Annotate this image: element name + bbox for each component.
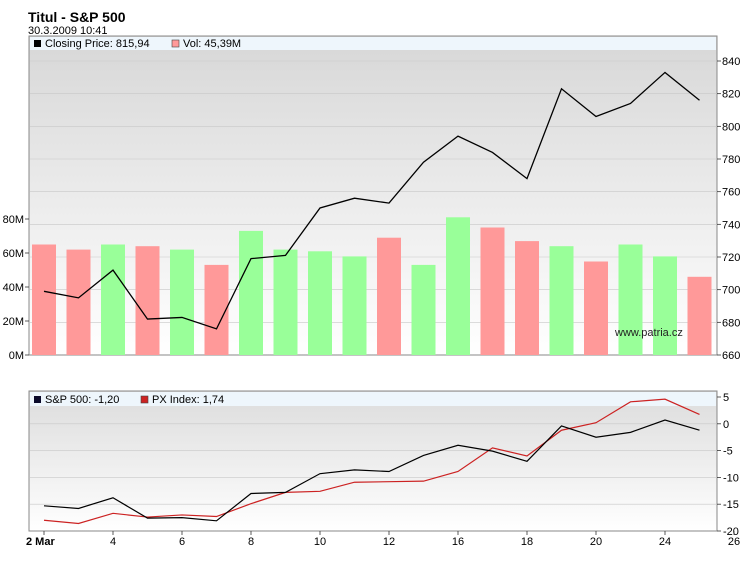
percent-tick-label: 5 bbox=[723, 392, 729, 404]
volume-bar bbox=[32, 244, 56, 355]
index-gridlines bbox=[30, 423, 717, 505]
volume-bars bbox=[32, 217, 712, 355]
price-legend-bar bbox=[30, 37, 716, 50]
price-tick-label: 660 bbox=[722, 350, 740, 362]
date-tick-label: 24 bbox=[659, 536, 671, 548]
vol-legend-swatch bbox=[171, 39, 180, 48]
volume-bar bbox=[204, 264, 229, 355]
date-tick-label: 10 bbox=[314, 536, 326, 548]
sp500-legend-label: S&P 500: -1,20 bbox=[45, 394, 119, 406]
percent-tick-label: -20 bbox=[723, 526, 739, 538]
price-panel bbox=[28, 35, 718, 356]
volume-tick-label: 80M bbox=[3, 214, 24, 226]
price-axis: 660 680 700 720 740 760 780 800 820 840 bbox=[717, 56, 740, 362]
sp500-legend-swatch bbox=[34, 396, 41, 403]
price-tick-label: 720 bbox=[722, 252, 740, 264]
date-tick-label: 26 bbox=[728, 536, 740, 548]
px-index-line bbox=[43, 398, 700, 525]
date-tick-label: 18 bbox=[521, 536, 533, 548]
watermark: www.patria.cz bbox=[614, 327, 683, 339]
volume-bar bbox=[308, 251, 332, 355]
price-tick-label: 680 bbox=[722, 317, 740, 329]
volume-axis: 0M 20M 40M 60M 80M bbox=[3, 214, 29, 362]
volume-bar bbox=[653, 256, 677, 355]
date-tick-label: 16 bbox=[452, 536, 464, 548]
price-tick-label: 820 bbox=[722, 89, 740, 101]
price-tick-label: 780 bbox=[722, 154, 740, 166]
vol-legend-label: Vol: 45,39M bbox=[183, 38, 241, 50]
date-tick-label: 4 bbox=[110, 536, 116, 548]
volume-bar bbox=[549, 246, 574, 355]
volume-tick-label: 40M bbox=[3, 282, 24, 294]
volume-bar bbox=[584, 261, 608, 355]
percent-tick-label: -10 bbox=[723, 472, 739, 484]
volume-bar bbox=[618, 244, 643, 355]
percent-tick-label: -15 bbox=[723, 499, 739, 511]
volume-bar bbox=[66, 249, 91, 355]
date-tick-label: 6 bbox=[179, 536, 185, 548]
date-axis: 2 Mar 4 6 8 10 12 16 18 20 24 26 bbox=[26, 531, 740, 548]
volume-bar bbox=[273, 249, 298, 355]
volume-bar bbox=[515, 241, 539, 355]
volume-tick-label: 60M bbox=[3, 248, 24, 260]
volume-bar bbox=[135, 246, 160, 355]
date-tick-label: 20 bbox=[590, 536, 602, 548]
sp500-line bbox=[43, 419, 700, 522]
price-tick-label: 740 bbox=[722, 219, 740, 231]
volume-bar bbox=[446, 217, 470, 355]
volume-bar bbox=[411, 264, 436, 355]
date-tick-label: 2 Mar bbox=[26, 536, 55, 548]
volume-bar bbox=[101, 244, 125, 355]
volume-tick-label: 20M bbox=[3, 316, 24, 328]
price-tick-label: 700 bbox=[722, 285, 740, 297]
price-tick-label: 760 bbox=[722, 187, 740, 199]
px-legend-swatch bbox=[140, 395, 149, 404]
volume-bar bbox=[687, 276, 712, 355]
volume-bar bbox=[239, 230, 263, 355]
close-legend-swatch bbox=[34, 40, 41, 47]
volume-bar bbox=[342, 256, 367, 355]
index-legend-bar bbox=[30, 392, 716, 406]
closing-price-line bbox=[43, 71, 700, 330]
index-panel bbox=[28, 390, 718, 532]
volume-bar bbox=[377, 237, 401, 355]
percent-axis: -20 -15 -10 -5 0 5 bbox=[717, 392, 739, 538]
volume-bar bbox=[170, 249, 194, 355]
volume-bar bbox=[480, 227, 505, 355]
volume-tick-label: 0M bbox=[9, 350, 24, 362]
percent-tick-label: 0 bbox=[723, 419, 729, 431]
px-legend-label: PX Index: 1,74 bbox=[152, 394, 224, 406]
chart-title: Titul - S&P 500 bbox=[28, 9, 126, 25]
price-tick-label: 840 bbox=[722, 56, 740, 68]
percent-tick-label: -5 bbox=[723, 446, 733, 458]
date-tick-label: 8 bbox=[248, 536, 254, 548]
timestamp: 30.3.2009 10:41 bbox=[28, 25, 108, 37]
close-legend-label: Closing Price: 815,94 bbox=[45, 38, 150, 50]
date-tick-label: 12 bbox=[383, 536, 395, 548]
price-tick-label: 800 bbox=[722, 121, 740, 133]
